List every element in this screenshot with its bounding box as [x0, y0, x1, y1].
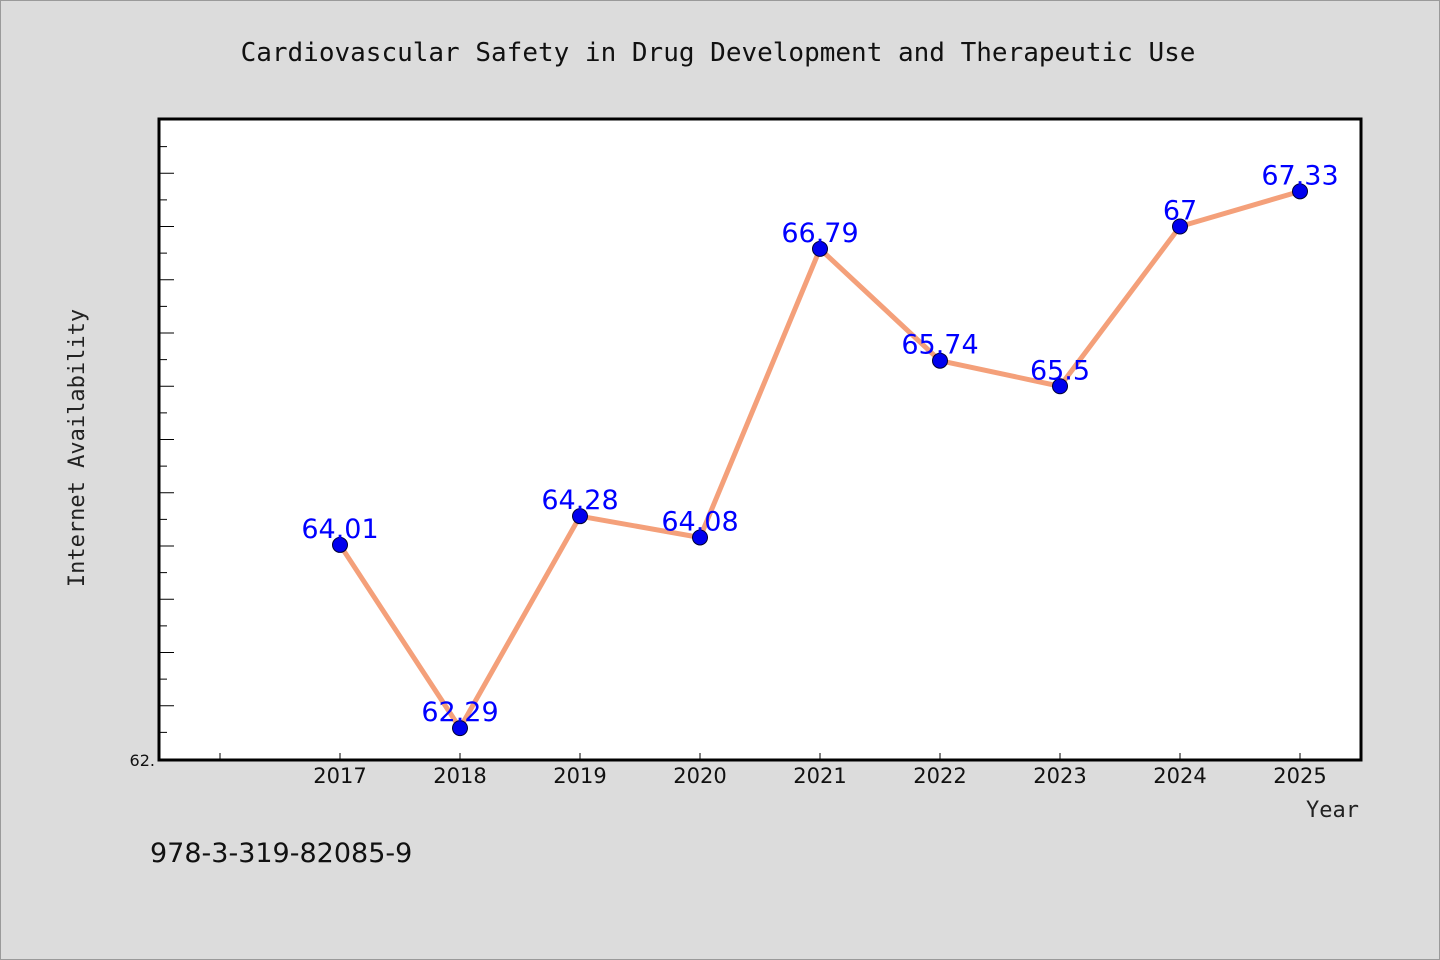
chart-title: Cardiovascular Safety in Drug Developmen…: [241, 38, 1196, 68]
x-tick-label: 2023: [1033, 764, 1086, 788]
data-label: 65.74: [901, 330, 978, 361]
x-tick-label: 2025: [1273, 764, 1326, 788]
data-point-marker: [332, 536, 348, 553]
data-point-marker: [932, 352, 948, 369]
data-label: 66.79: [781, 218, 858, 249]
data-point-marker: [1292, 183, 1308, 200]
data-point-marker: [692, 529, 708, 546]
x-tick-label: 2018: [433, 764, 486, 788]
data-point-marker: [1172, 218, 1188, 235]
data-label: 67: [1163, 196, 1197, 227]
data-point-marker: [572, 508, 588, 525]
data-point-marker: [1052, 378, 1068, 395]
data-point-marker: [452, 720, 468, 737]
data-label: 67.33: [1261, 160, 1338, 191]
data-label: 64.08: [661, 506, 738, 537]
y-axis-label: Internet Availability: [65, 309, 90, 587]
data-labels: 64.01 62.29 64.28 64.08 66.79 65.74 65.5 67 67.3…: [301, 160, 1338, 728]
x-tick-label: 2020: [673, 764, 726, 788]
x-tick-label: 2024: [1153, 764, 1206, 788]
footer-isbn: 978-3-319-82085-9: [150, 838, 412, 869]
data-label: 62.29: [421, 697, 498, 728]
x-tick-label: 2019: [553, 764, 606, 788]
series-markers: [332, 183, 1308, 737]
x-tick-label: 2017: [313, 764, 366, 788]
x-tick-label: 2022: [913, 764, 966, 788]
x-axis-label: Year: [1306, 798, 1359, 823]
x-tick-label: 2021: [793, 764, 846, 788]
data-label: 64.01: [301, 514, 378, 545]
data-point-marker: [812, 240, 828, 257]
x-axis-ticks: 2017 2018 2019 2020 2021 2022 2023 2024 2025: [219, 753, 1327, 788]
plot-area: [157, 117, 1363, 762]
y-tick-label: 62.: [130, 751, 155, 770]
data-label: 64.28: [541, 485, 618, 516]
data-label: 65.5: [1030, 355, 1090, 386]
y-axis-ticks: [160, 119, 174, 760]
